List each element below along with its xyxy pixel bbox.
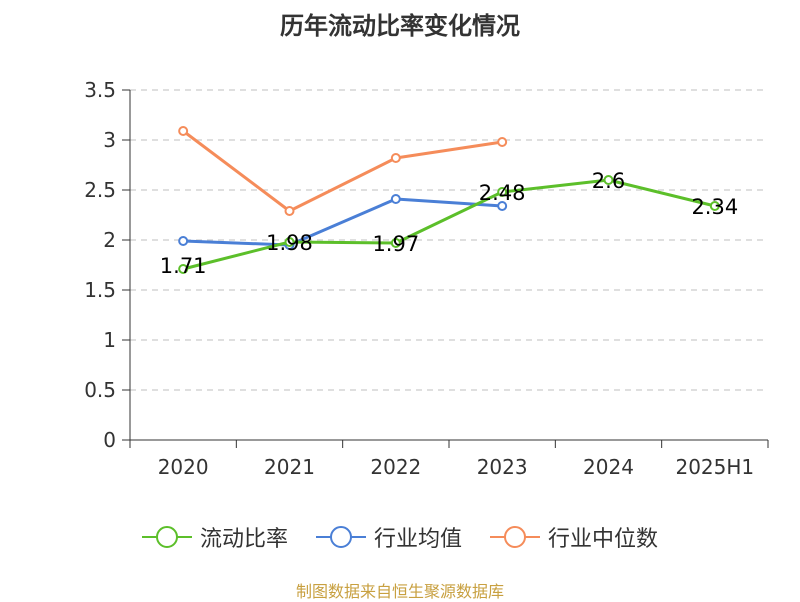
legend-label: 行业中位数 — [548, 527, 659, 552]
data-point — [284, 237, 295, 247]
y-tick-label: 2 — [103, 228, 116, 252]
data-point — [284, 206, 295, 216]
data-point — [390, 153, 401, 163]
data-point — [497, 137, 508, 147]
legend: 流动比率 行业均值 行业中位数 — [0, 520, 800, 554]
x-tick-label: 2021 — [264, 455, 315, 479]
x-tick-label: 2024 — [583, 455, 634, 479]
y-tick-label: 0.5 — [84, 378, 116, 402]
data-label: 1.98 — [266, 231, 313, 255]
x-tick-label: 2025H1 — [675, 455, 754, 479]
legend-line-marker-icon — [490, 526, 540, 548]
data-label: 2.34 — [691, 195, 738, 219]
x-tick-label: 2020 — [158, 455, 209, 479]
series-line — [182, 129, 503, 213]
data-point — [603, 175, 614, 185]
y-tick-label: 2.5 — [84, 178, 116, 202]
y-tick-label: 3.5 — [84, 78, 116, 102]
data-point — [178, 236, 189, 246]
data-point — [178, 264, 189, 274]
data-point — [390, 238, 401, 248]
y-tick-label: 0 — [103, 428, 116, 452]
line-chart: 0 0.5 1 1.5 2 2.5 3 3.5 2020 2021 2022 2023 2024 2025… — [84, 78, 769, 479]
legend-item-industry-mean[interactable]: 行业均值 — [315, 521, 462, 553]
data-source-note: 制图数据来自恒生聚源数据库 — [295, 582, 504, 601]
data-point — [178, 126, 189, 136]
chart-title: 历年流动比率变化情况 — [280, 12, 520, 40]
series-line — [182, 178, 716, 271]
data-label: 1.71 — [160, 254, 207, 278]
legend-label: 行业均值 — [373, 527, 462, 552]
data-point — [709, 201, 720, 211]
legend-item-current-ratio[interactable]: 流动比率 — [141, 521, 288, 553]
legend-item-industry-median[interactable]: 行业中位数 — [490, 521, 658, 553]
data-point — [390, 194, 401, 204]
data-label: 2.6 — [592, 169, 625, 193]
data-point — [497, 201, 508, 211]
y-tick-label: 1 — [103, 328, 116, 352]
y-tick-label: 3 — [103, 128, 116, 152]
x-tick-label: 2023 — [477, 455, 528, 479]
legend-line-marker-icon — [141, 526, 192, 548]
x-tick-label: 2022 — [370, 455, 421, 479]
data-label: 1.97 — [372, 232, 419, 256]
series-line — [183, 197, 503, 247]
y-tick-label: 1.5 — [84, 278, 116, 302]
data-label: 2.48 — [479, 181, 526, 205]
legend-line-marker-icon — [315, 526, 366, 548]
data-point — [497, 187, 508, 197]
legend-label: 流动比率 — [199, 527, 288, 552]
